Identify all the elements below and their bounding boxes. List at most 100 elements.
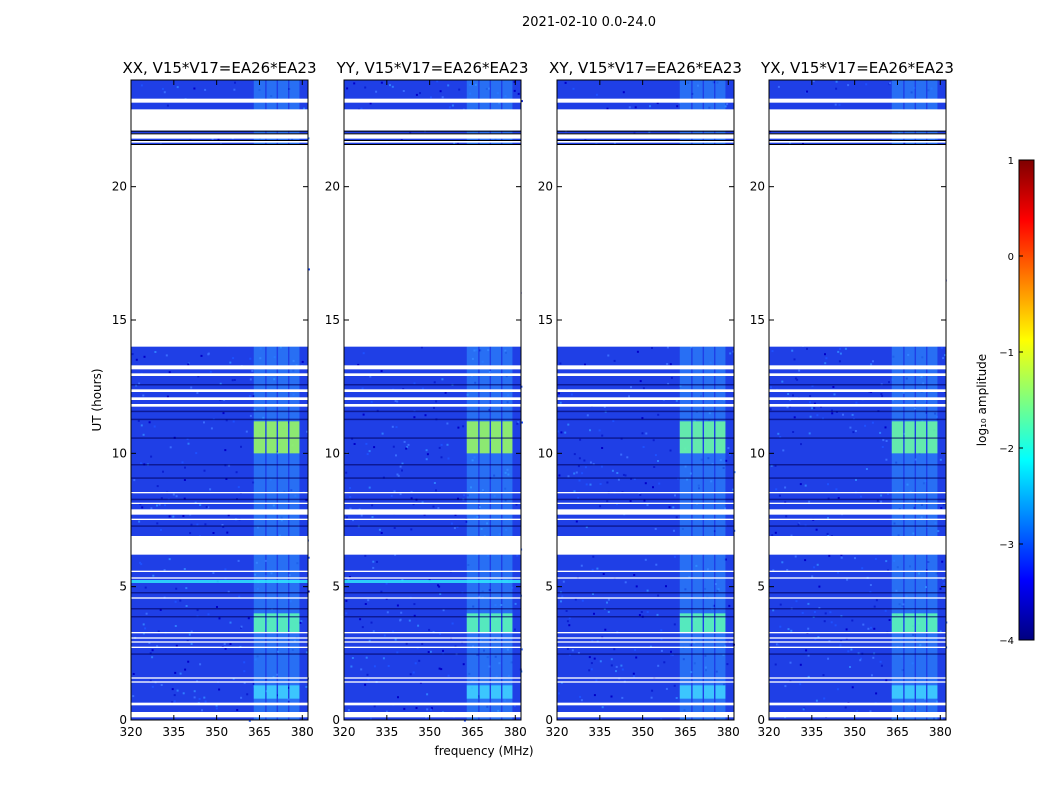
noise-cell — [415, 707, 418, 709]
noise-cell — [666, 346, 669, 349]
colorbar-tick-label: 1 — [1008, 156, 1014, 167]
row-boundary-line — [557, 144, 734, 145]
noise-cell — [781, 561, 784, 564]
low-amplitude-row — [769, 592, 946, 594]
noise-cell — [229, 621, 232, 624]
noise-cell — [401, 462, 404, 465]
noise-cell — [660, 718, 663, 721]
noise-cell — [428, 628, 431, 631]
noise-cell — [675, 516, 678, 519]
noise-cell — [584, 363, 586, 366]
flagged-range — [131, 641, 308, 643]
noise-cell — [412, 671, 415, 674]
noise-cell — [644, 482, 647, 485]
low-amplitude-row — [769, 525, 946, 527]
y-tick-label: 5 — [119, 580, 127, 594]
rfi-hot-patch — [491, 613, 502, 632]
noise-cell — [612, 420, 615, 423]
noise-cell — [835, 488, 838, 491]
noise-cell — [566, 620, 569, 623]
x-tick-label: 365 — [674, 725, 697, 739]
noise-cell — [185, 587, 188, 590]
noise-cell — [577, 465, 580, 468]
noise-cell — [575, 520, 578, 523]
noise-cell — [624, 474, 627, 477]
noise-cell — [632, 672, 635, 675]
noise-cell — [513, 89, 516, 92]
noise-cell — [593, 694, 596, 697]
noise-cell — [833, 393, 836, 396]
noise-cell — [345, 612, 348, 615]
noise-cell — [660, 629, 663, 632]
noise-cell — [243, 661, 246, 664]
noise-cell — [360, 514, 363, 517]
noise-cell — [175, 644, 178, 647]
noise-cell — [224, 647, 227, 650]
rfi-hot-patch — [266, 685, 277, 699]
noise-cell — [421, 387, 424, 390]
noise-cell — [209, 488, 212, 491]
rfi-hot-patch — [904, 685, 915, 699]
noise-cell — [453, 142, 456, 145]
noise-cell — [367, 678, 370, 681]
noise-cell — [589, 461, 592, 464]
noise-cell — [243, 681, 246, 684]
noise-cell — [380, 370, 383, 372]
noise-cell — [149, 679, 152, 682]
noise-cell — [193, 87, 196, 90]
low-amplitude-row — [131, 418, 308, 421]
noise-cell — [513, 81, 516, 83]
noise-cell — [889, 82, 892, 85]
noise-cell — [732, 350, 735, 353]
noise-cell — [613, 141, 616, 144]
noise-cell — [160, 684, 163, 686]
noise-cell — [729, 352, 732, 355]
noise-cell — [561, 595, 564, 598]
noise-cell — [828, 640, 831, 643]
noise-cell — [940, 507, 943, 509]
low-amplitude-row — [557, 410, 734, 413]
noise-cell — [413, 382, 416, 385]
noise-cell — [478, 696, 481, 699]
noise-cell — [869, 584, 872, 586]
noise-cell — [887, 493, 889, 495]
noise-cell — [646, 589, 649, 592]
noise-cell — [249, 357, 252, 360]
noise-cell — [218, 688, 221, 691]
noise-cell — [613, 359, 616, 362]
noise-cell — [465, 520, 468, 523]
noise-cell — [442, 649, 444, 652]
noise-cell — [196, 523, 199, 526]
low-amplitude-row — [557, 418, 734, 421]
noise-cell — [580, 564, 583, 567]
flagged-range — [769, 397, 946, 400]
rfi-hot-patch — [916, 685, 927, 699]
x-axis-label: frequency (MHz) — [434, 744, 533, 758]
noise-cell — [940, 346, 943, 349]
noise-cell — [454, 513, 457, 516]
noise-cell — [673, 529, 675, 532]
noise-cell — [939, 587, 942, 590]
noise-cell — [643, 499, 646, 502]
noise-cell — [395, 454, 397, 457]
noise-cell — [424, 414, 427, 417]
y-tick-label: 5 — [545, 580, 553, 594]
rfi-hot-patch — [704, 613, 715, 632]
noise-cell — [884, 609, 887, 612]
noise-cell — [881, 446, 884, 448]
noise-cell — [447, 457, 450, 460]
flagged-range — [344, 536, 521, 555]
flagged-range — [131, 365, 308, 370]
noise-cell — [173, 694, 176, 697]
noise-cell — [799, 663, 802, 666]
noise-cell — [641, 432, 644, 435]
noise-cell — [521, 421, 523, 424]
flagged-range — [769, 509, 946, 515]
noise-cell — [410, 497, 413, 500]
noise-cell — [844, 347, 847, 350]
noise-cell — [383, 634, 386, 637]
axes-frame — [768, 79, 947, 721]
noise-cell — [828, 554, 831, 557]
noise-cell — [142, 433, 145, 436]
noise-cell — [409, 673, 412, 676]
